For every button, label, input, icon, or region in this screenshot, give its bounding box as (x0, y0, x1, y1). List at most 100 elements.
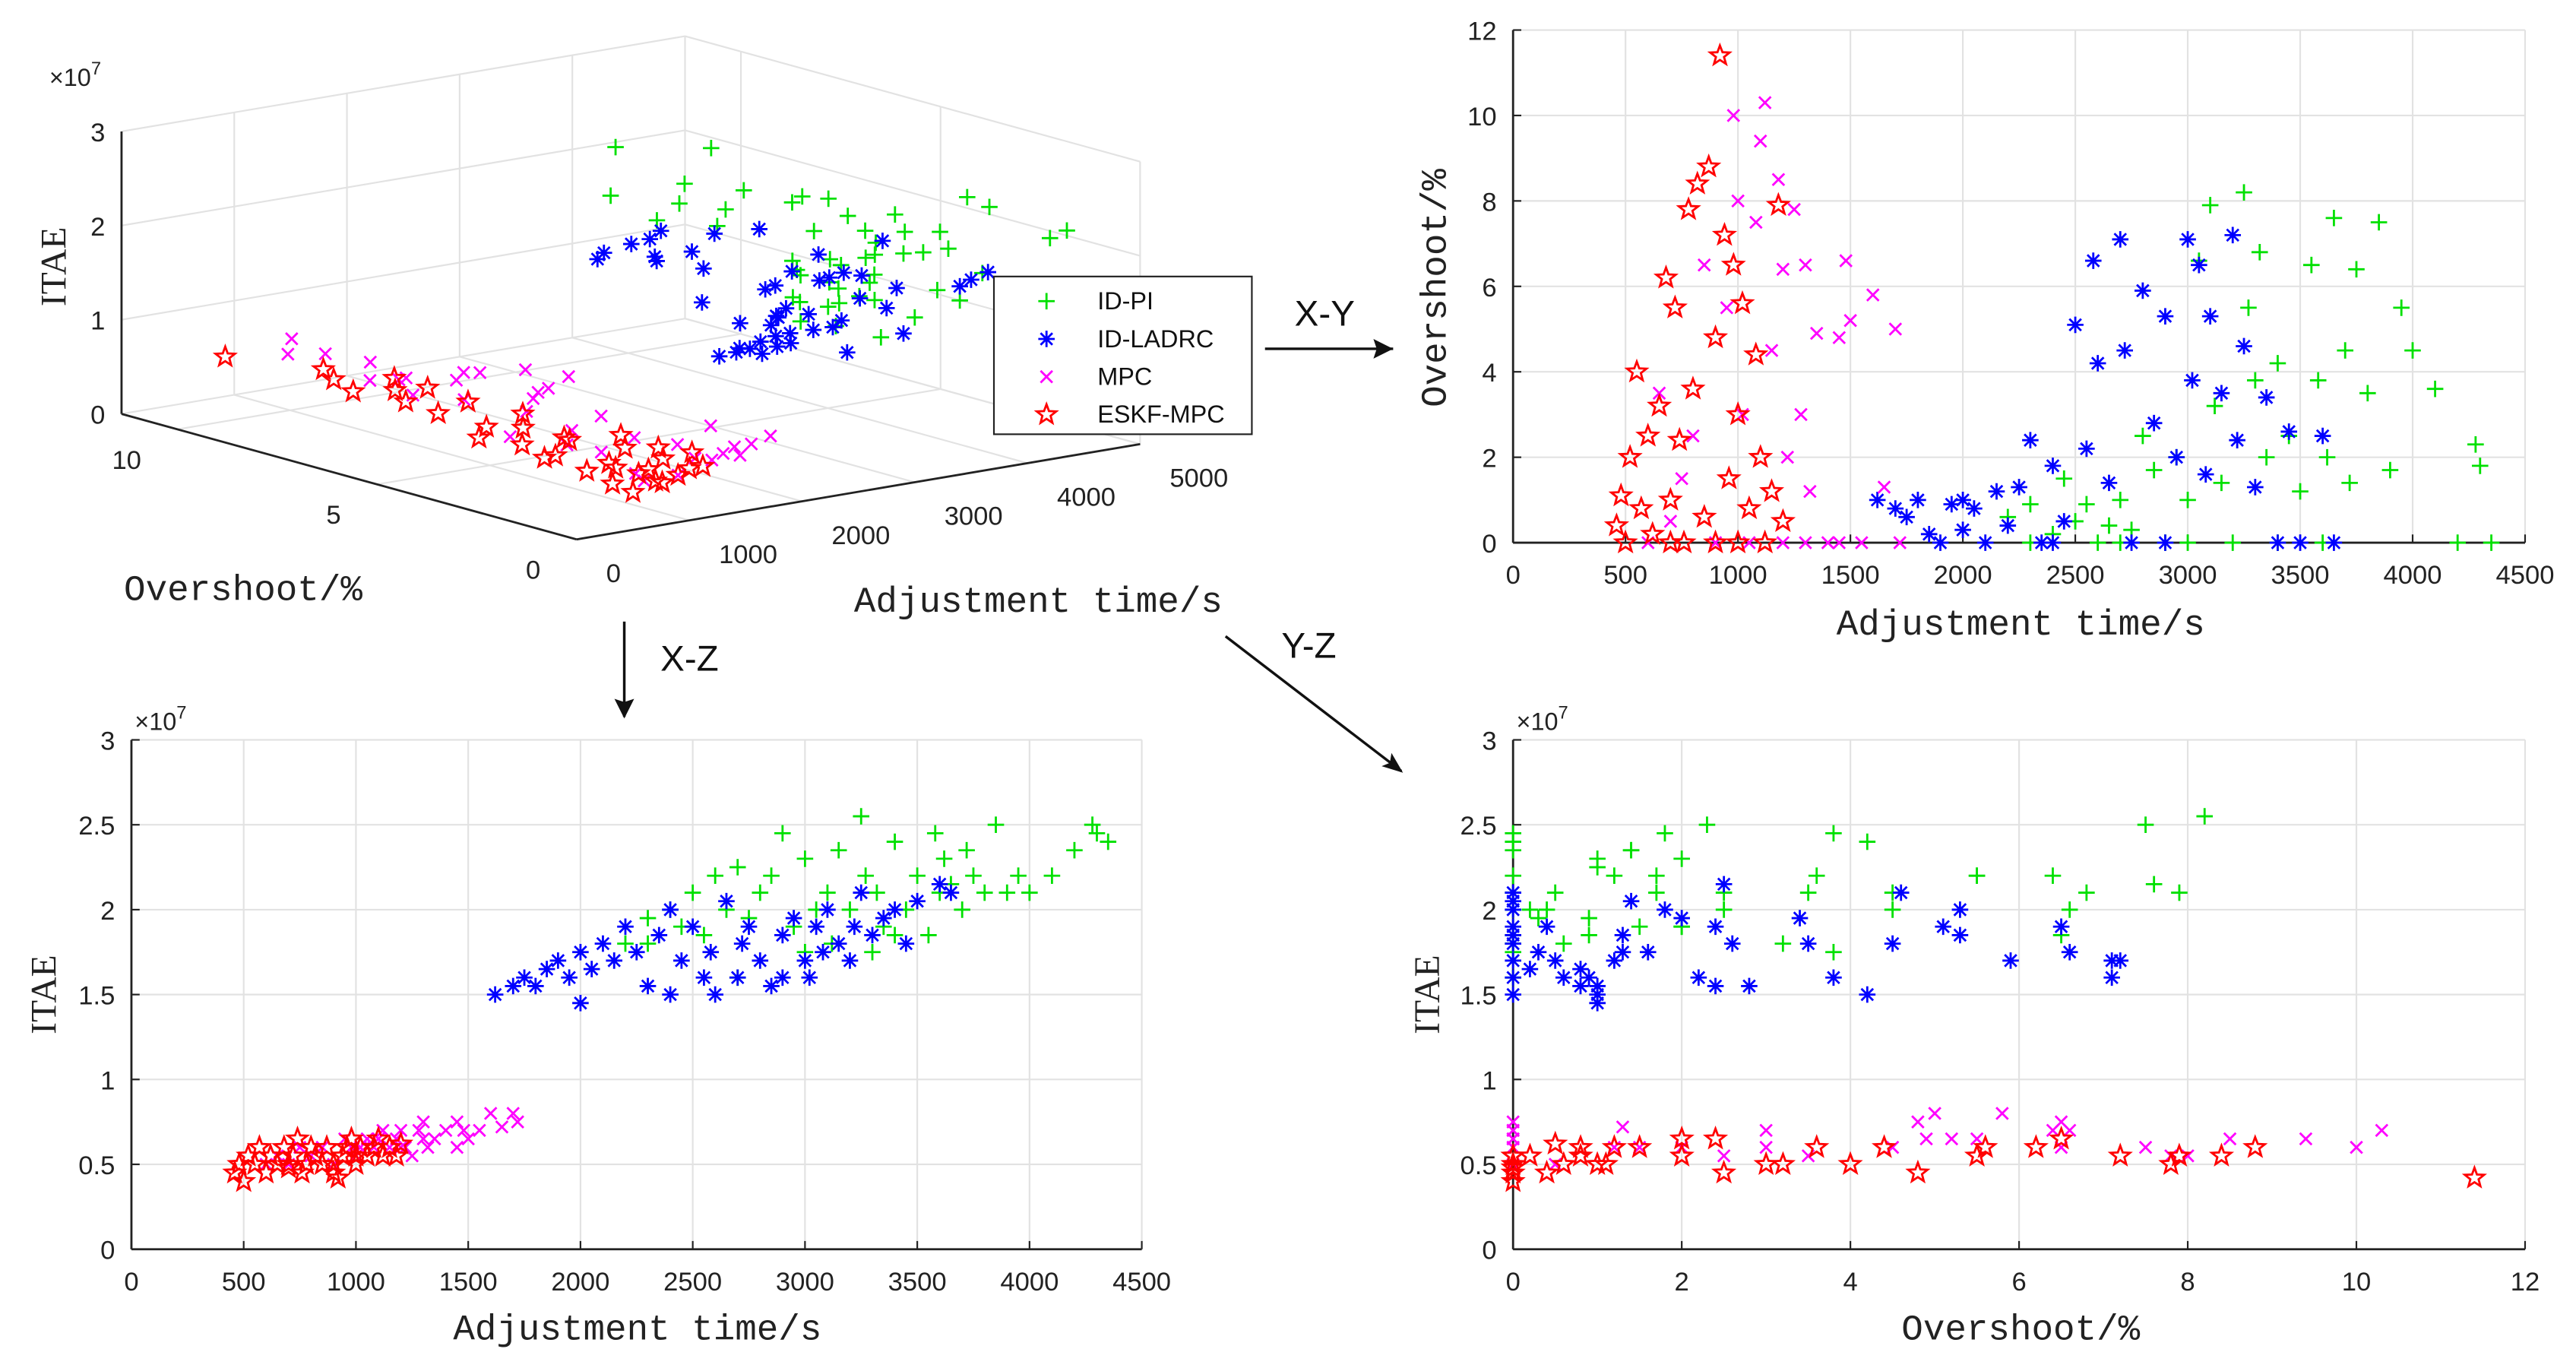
x-tick-label: 12 (2511, 1268, 2540, 1297)
gridline-3d (685, 35, 1141, 163)
plus-marker (896, 223, 913, 240)
asterisk-marker (695, 260, 712, 277)
x-marker (594, 445, 609, 459)
gridline-3d (233, 394, 690, 521)
asterisk-marker (2135, 282, 2151, 299)
star-marker (1685, 170, 1710, 195)
asterisk-marker (1884, 935, 1901, 952)
asterisk-marker (1707, 918, 1724, 936)
plus-marker (2100, 517, 2118, 534)
exponent-superscript: 7 (176, 702, 186, 723)
asterisk-marker (1690, 969, 1707, 986)
asterisk-marker (963, 271, 979, 288)
asterisk-marker (824, 318, 841, 336)
asterisk-marker (733, 935, 751, 952)
z-axis-label: ITAE (34, 227, 74, 306)
asterisk-marker (694, 294, 710, 311)
plus-marker (796, 850, 814, 867)
plus-marker (819, 298, 837, 315)
asterisk-marker (486, 986, 504, 1003)
star-marker (1624, 358, 1650, 383)
x-tick-label: 2000 (551, 1268, 609, 1297)
x-marker (518, 363, 533, 377)
asterisk-marker (1910, 492, 1926, 508)
asterisk-marker (628, 943, 645, 961)
axis-exponent-label: ×107 (49, 59, 101, 91)
plus-marker (671, 195, 688, 212)
plus-marker (2341, 474, 2358, 492)
plus-marker (886, 206, 903, 223)
star-marker (603, 454, 628, 479)
x-axis-label: Adjustment time/s (854, 582, 1223, 623)
x-marker (483, 1107, 498, 1120)
star-marker (280, 1142, 306, 1167)
plus-marker (2179, 492, 2196, 508)
star-marker (1653, 264, 1679, 289)
asterisk-marker (897, 935, 915, 952)
series-id-ladrc (1505, 876, 2129, 1012)
plus-marker (1066, 841, 1083, 859)
x-marker (473, 366, 487, 380)
asterisk-marker (702, 943, 720, 961)
asterisk-marker (2044, 458, 2062, 474)
x-marker (457, 1123, 471, 1138)
asterisk-marker (2078, 440, 2095, 458)
y-tick-label: 4 (1482, 359, 1496, 388)
plus-marker (2251, 244, 2268, 261)
star-marker (1608, 482, 1634, 507)
y-tick-label: 2 (1482, 445, 1496, 473)
plus-marker (2206, 397, 2223, 415)
x-marker (405, 1149, 419, 1163)
star-marker (1752, 529, 1778, 554)
exponent-superscript: 7 (91, 59, 101, 79)
plus-marker (1041, 230, 1059, 247)
plus-marker (1884, 901, 1901, 918)
plus-marker (932, 223, 948, 240)
asterisk-marker (2011, 479, 2027, 496)
plus-marker (1825, 825, 1842, 842)
asterisk-marker (1505, 986, 1522, 1003)
exponent-superscript: 7 (1559, 702, 1568, 723)
asterisk-marker (895, 325, 912, 342)
star-marker (276, 1154, 302, 1179)
x-tick-label: 4000 (1000, 1268, 1059, 1297)
asterisk-marker (909, 892, 926, 910)
legend-box (992, 275, 1253, 435)
asterisk-marker (888, 280, 905, 296)
y-axis-label: ITAE (1408, 955, 1448, 1034)
asterisk-marker (1859, 986, 1876, 1003)
star-marker (466, 424, 492, 449)
plus-marker (1581, 910, 1597, 926)
x-marker (1821, 536, 1835, 549)
x-tick-label: 3500 (888, 1268, 947, 1297)
asterisk-marker (2247, 479, 2264, 496)
asterisk-marker (2292, 534, 2309, 551)
asterisk-marker (662, 986, 679, 1003)
plus-marker (841, 901, 859, 918)
star-marker (620, 479, 646, 503)
z-tick-label: 0 (90, 401, 105, 430)
star-marker (230, 1168, 257, 1192)
plus-marker (2467, 435, 2484, 453)
asterisk-marker (652, 222, 669, 239)
asterisk-marker (2055, 513, 2073, 530)
asterisk-marker (549, 952, 567, 969)
star-marker (1543, 1130, 1568, 1155)
x-tick-label: 500 (1603, 561, 1647, 590)
asterisk-marker (1723, 935, 1741, 952)
plus-marker (639, 935, 657, 952)
x-marker (1832, 331, 1847, 345)
asterisk-marker (2044, 534, 2062, 551)
asterisk-marker (1589, 986, 1606, 1003)
star-marker (1725, 401, 1751, 426)
plus-marker (602, 187, 619, 204)
x-tick-label: 6 (2011, 1268, 2026, 1297)
plus-marker (987, 816, 1005, 834)
x-marker (1726, 109, 1741, 122)
plus-marker (940, 240, 957, 257)
x-marker (285, 331, 299, 346)
asterisk-marker (2269, 534, 2286, 551)
plus-marker (805, 223, 823, 239)
x-tick-label: 1000 (1709, 561, 1767, 590)
